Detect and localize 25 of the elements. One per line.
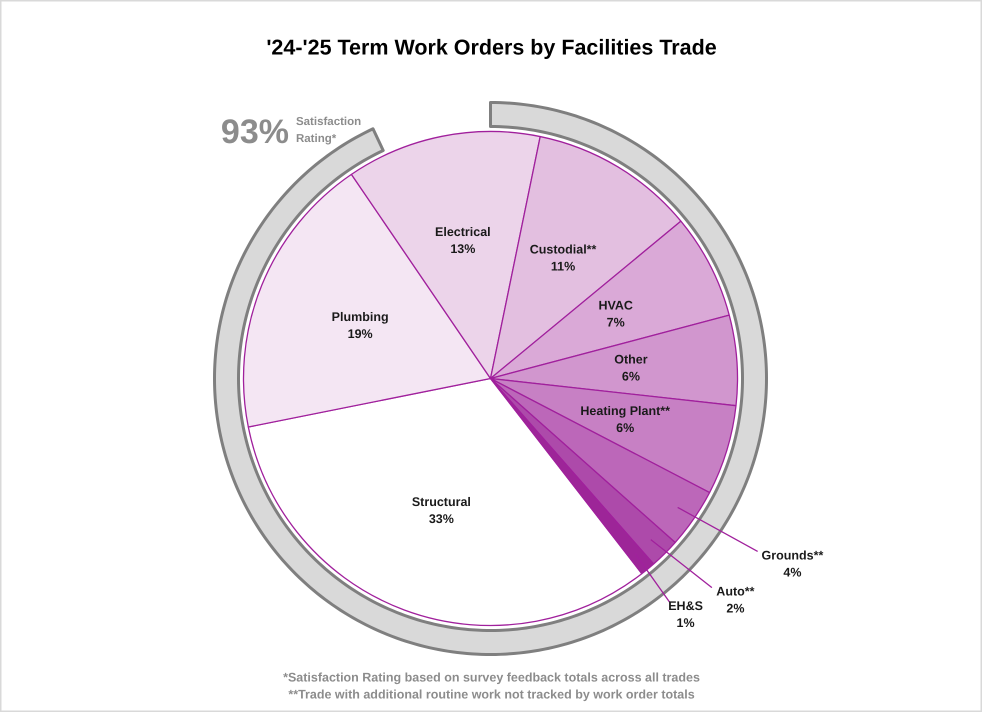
text: *Satisfaction Rating based on survey feedback totals across all trades (283, 670, 700, 684)
text: **Trade with additional routine work not tracked by work order totals (288, 688, 695, 702)
slice-label: Custodial** (530, 242, 597, 256)
data-label: 11% (550, 259, 576, 274)
data-label: 33% (428, 512, 454, 526)
slice-label: Plumbing (332, 310, 389, 324)
data-label: 1% (676, 616, 695, 630)
slice-label: Structural (412, 494, 471, 509)
data-label: 6% (622, 370, 640, 384)
slice-label: Electrical (435, 224, 491, 239)
data-label: 19% (348, 326, 373, 341)
data-label: 2% (726, 602, 744, 616)
data-label: 6% (616, 420, 634, 435)
data-label: 4% (783, 565, 802, 580)
data-label: 93% (220, 112, 289, 151)
data-label: 7% (606, 316, 625, 330)
slice-label: EH&S (668, 599, 703, 614)
slice-label: HVAC (598, 298, 633, 313)
category-label: Satisfaction Rating* (296, 116, 362, 145)
slice-label: Other (614, 352, 648, 367)
slice-label: Auto** (716, 584, 755, 599)
chart-title: '24-'25 Term Work Orders by Facilities Trade (266, 36, 717, 60)
slice-label: Heating Plant** (580, 404, 670, 418)
data-label: 13% (450, 242, 476, 256)
slice-label: Grounds** (761, 548, 824, 562)
